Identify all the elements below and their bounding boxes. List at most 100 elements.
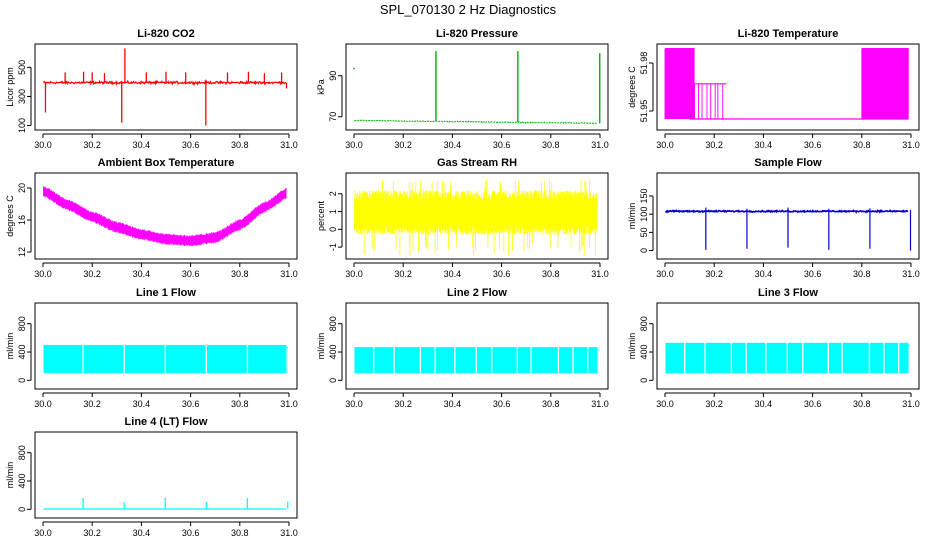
x-tick-label: 30.2 [705, 140, 723, 150]
x-tick-label: 30.4 [444, 399, 462, 409]
panel-line3: Line 3 Flow 30.0 30.2 30.4 30.6 30.8 31.0 0 400 8… [627, 287, 920, 409]
x-tick-label: 30.4 [133, 399, 151, 409]
y-tick-label: 400 [328, 345, 338, 360]
panel-ambient_temp: Ambient Box Temperature 30.0 30.2 30.4 30.6 3… [5, 157, 298, 279]
x-tick-label: 30.2 [83, 399, 101, 409]
x-tick-label: 30.0 [34, 140, 52, 150]
x-tick-label: 30.2 [83, 269, 101, 279]
x-tick-label: 31.0 [280, 140, 298, 150]
plot-frame [34, 172, 298, 260]
x-tick-label: 30.8 [853, 269, 871, 279]
x-tick-label: 30.4 [755, 140, 773, 150]
panel-title: Li-820 CO2 [137, 28, 194, 40]
y-tick-label: 0 [328, 378, 338, 383]
series-line [354, 119, 597, 125]
x-tick-label: 31.0 [902, 399, 920, 409]
x-tick-label: 30.0 [345, 140, 363, 150]
panel-title: Li-820 Pressure [436, 28, 518, 40]
page-title: SPL_070130 2 Hz Diagnostics [380, 2, 557, 17]
y-tick-label: -1 [328, 243, 338, 251]
x-tick-label: 30.2 [83, 140, 101, 150]
x-tick-label: 30.8 [542, 140, 560, 150]
y-tick-label: 400 [639, 345, 649, 360]
y-axis-label: Licor ppm [5, 67, 15, 107]
x-tick-label: 30.0 [656, 269, 674, 279]
series-line4 [43, 498, 289, 510]
x-tick-label: 31.0 [902, 269, 920, 279]
x-tick-label: 30.4 [444, 140, 462, 150]
panel-line2: Line 2 Flow 30.0 30.2 30.4 30.6 30.8 31.0 0 400 8… [316, 287, 609, 409]
plot-frame [345, 172, 609, 260]
y-axis-label: ml/min [5, 333, 15, 360]
y-tick-label: 100 [17, 118, 27, 133]
x-tick-label: 30.4 [755, 399, 773, 409]
x-tick-label: 30.6 [182, 269, 200, 279]
y-tick-label: 0 [639, 378, 649, 383]
x-tick-label: 30.6 [493, 140, 511, 150]
y-tick-label: 500 [17, 60, 27, 75]
panel-title: Line 4 (LT) Flow [125, 416, 208, 428]
y-tick-label: 20 [17, 183, 27, 193]
x-tick-label: 30.8 [231, 399, 249, 409]
x-tick-label: 31.0 [591, 399, 609, 409]
y-axis-label: degrees C [627, 66, 637, 108]
series-line3 [665, 341, 910, 375]
x-tick-label: 30.2 [705, 269, 723, 279]
series-licor_temp [664, 47, 909, 120]
x-tick-label: 30.8 [853, 140, 871, 150]
y-tick-label: 16 [17, 215, 27, 225]
plot-frame [34, 302, 298, 390]
y-tick-label: 150 [639, 188, 649, 203]
series-sample_flow [664, 207, 912, 251]
x-tick-label: 30.6 [804, 140, 822, 150]
x-tick-label: 30.4 [755, 269, 773, 279]
x-tick-label: 31.0 [591, 269, 609, 279]
y-tick-label: 1 [328, 209, 338, 214]
plot-frame [345, 302, 609, 390]
y-axis-label: kPa [316, 79, 326, 95]
x-tick-label: 30.8 [231, 528, 249, 538]
panel-title: Li-820 Temperature [738, 28, 839, 40]
panel-title: Line 1 Flow [136, 287, 196, 299]
x-tick-label: 31.0 [280, 528, 298, 538]
series-co2 [43, 48, 288, 126]
y-axis-label: ml/min [316, 333, 326, 360]
x-tick-label: 30.6 [493, 269, 511, 279]
x-tick-label: 30.0 [656, 399, 674, 409]
x-tick-label: 30.6 [804, 399, 822, 409]
x-tick-label: 30.8 [853, 399, 871, 409]
x-tick-label: 30.4 [133, 140, 151, 150]
y-tick-label: 0 [17, 378, 27, 383]
x-tick-label: 30.6 [182, 399, 200, 409]
y-tick-label: 2 [328, 191, 338, 196]
x-tick-label: 31.0 [280, 399, 298, 409]
panel-title: Sample Flow [754, 157, 822, 169]
y-axis-label: degrees C [5, 195, 15, 237]
y-tick-label: 300 [17, 89, 27, 104]
x-tick-label: 30.8 [542, 399, 560, 409]
panel-gas_rh: Gas Stream RH 30.0 30.2 30.4 30.6 30.8 31.0 -1 0… [316, 157, 609, 279]
x-tick-label: 30.2 [394, 269, 412, 279]
panel-co2: Li-820 CO2 30.0 30.2 30.4 30.6 30.8 31.0 100 300… [5, 28, 298, 150]
y-tick-label: 0 [17, 507, 27, 512]
plot-frame [345, 43, 609, 131]
plot-frame [656, 302, 920, 390]
x-tick-label: 30.0 [345, 269, 363, 279]
x-tick-label: 30.4 [133, 528, 151, 538]
x-tick-label: 30.0 [34, 269, 52, 279]
x-tick-label: 30.8 [231, 140, 249, 150]
x-tick-label: 30.6 [804, 269, 822, 279]
y-tick-label: 800 [17, 316, 27, 331]
x-tick-label: 30.8 [542, 269, 560, 279]
y-tick-label: 100 [639, 207, 649, 222]
series-gas_rh [354, 179, 598, 257]
panel-title: Gas Stream RH [437, 157, 517, 169]
plot-frame [34, 43, 298, 131]
y-tick-label: 90 [328, 71, 338, 81]
y-tick-label: 50 [639, 227, 649, 237]
series-line1 [43, 343, 288, 375]
x-tick-label: 30.2 [394, 140, 412, 150]
x-tick-label: 30.4 [133, 269, 151, 279]
x-tick-label: 30.0 [34, 399, 52, 409]
y-tick-label: 0 [639, 248, 649, 253]
